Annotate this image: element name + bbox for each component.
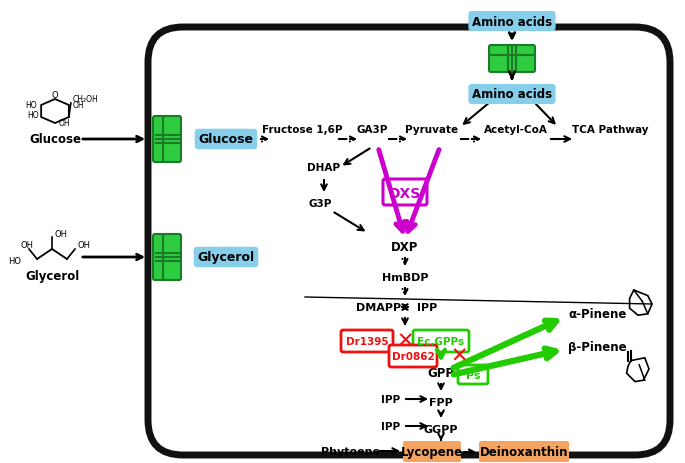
Text: OH: OH	[21, 241, 34, 250]
Text: α-Pinene: α-Pinene	[568, 308, 626, 321]
Text: FPP: FPP	[429, 397, 453, 407]
Text: Fructose 1,6P: Fructose 1,6P	[262, 125, 342, 135]
FancyBboxPatch shape	[458, 365, 488, 384]
Text: β-Pinene: β-Pinene	[568, 341, 627, 354]
FancyBboxPatch shape	[153, 234, 171, 281]
Text: GPP: GPP	[427, 367, 455, 380]
FancyBboxPatch shape	[489, 46, 535, 63]
FancyBboxPatch shape	[341, 330, 393, 352]
FancyBboxPatch shape	[479, 441, 569, 462]
FancyBboxPatch shape	[413, 330, 469, 352]
Text: Ps: Ps	[466, 370, 480, 380]
Text: Amino acids: Amino acids	[472, 88, 552, 101]
Text: DXS: DXS	[389, 187, 421, 200]
Text: IPP: IPP	[382, 394, 401, 404]
Text: CH₂OH: CH₂OH	[73, 95, 99, 104]
FancyBboxPatch shape	[163, 234, 181, 281]
Text: OH: OH	[54, 230, 67, 239]
FancyBboxPatch shape	[389, 345, 437, 367]
Text: Glycerol: Glycerol	[197, 251, 255, 264]
Text: DXP: DXP	[391, 241, 419, 254]
Text: Deinoxanthin: Deinoxanthin	[479, 445, 569, 458]
Text: Phytoene: Phytoene	[321, 446, 380, 456]
Text: TCA Pathway: TCA Pathway	[572, 125, 648, 135]
Text: HO: HO	[27, 111, 39, 120]
Text: Amino acids: Amino acids	[472, 15, 552, 28]
Text: ✕: ✕	[396, 332, 414, 351]
FancyBboxPatch shape	[148, 28, 670, 455]
FancyBboxPatch shape	[153, 117, 171, 163]
FancyBboxPatch shape	[403, 441, 461, 462]
Text: Lycopene: Lycopene	[401, 445, 463, 458]
Text: GA3P: GA3P	[356, 125, 388, 135]
Text: HmBDP: HmBDP	[382, 272, 428, 282]
Text: IPP: IPP	[417, 302, 437, 313]
Text: OH: OH	[77, 241, 90, 250]
Text: DMAPP: DMAPP	[356, 302, 401, 313]
Text: HO: HO	[25, 101, 37, 110]
Text: HO: HO	[8, 257, 21, 266]
FancyBboxPatch shape	[383, 180, 427, 206]
Text: Glycerol: Glycerol	[25, 270, 79, 283]
Text: Glucose: Glucose	[29, 133, 81, 146]
Text: Pyruvate: Pyruvate	[406, 125, 458, 135]
Text: Glucose: Glucose	[199, 133, 253, 146]
Text: IPP: IPP	[382, 421, 401, 431]
FancyBboxPatch shape	[489, 56, 535, 73]
Text: G3P: G3P	[308, 199, 332, 208]
Text: Acetyl-CoA: Acetyl-CoA	[484, 125, 548, 135]
Text: DHAP: DHAP	[308, 163, 340, 173]
Text: OH: OH	[73, 101, 84, 110]
Text: OH: OH	[59, 119, 71, 128]
Text: ✕: ✕	[450, 346, 468, 366]
Text: GGPP: GGPP	[424, 424, 458, 434]
Text: Dr1395: Dr1395	[346, 336, 388, 346]
Text: Dr0862: Dr0862	[392, 351, 434, 361]
Text: Ec.GPPs: Ec.GPPs	[417, 336, 464, 346]
FancyBboxPatch shape	[163, 117, 181, 163]
Text: O: O	[51, 91, 58, 100]
